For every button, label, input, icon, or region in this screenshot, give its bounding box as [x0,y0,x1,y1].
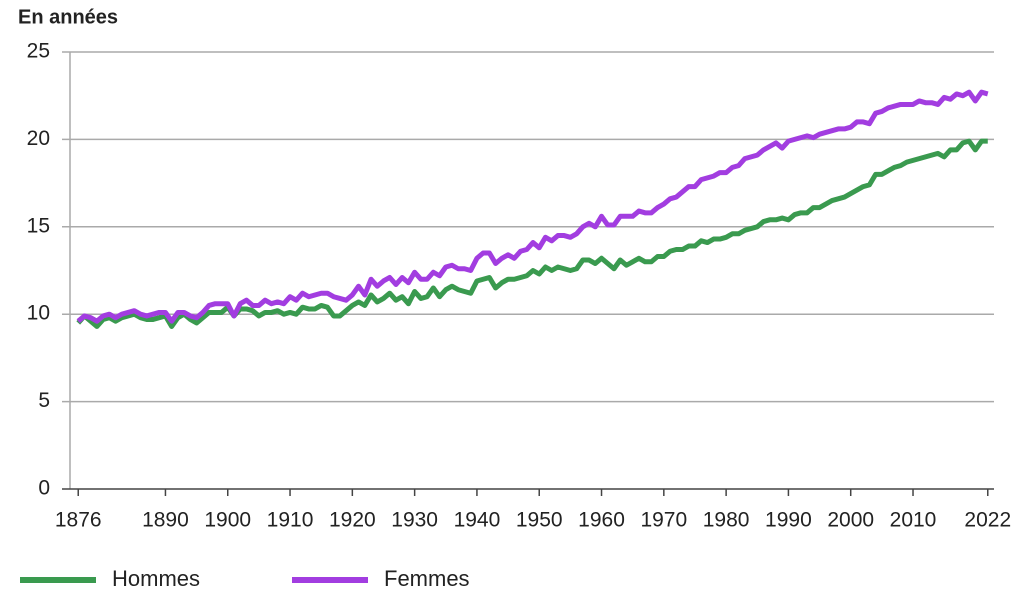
chart-title: En années [18,6,118,28]
x-tick-label: 1900 [204,509,251,532]
x-tick-label: 1890 [142,509,189,532]
x-tick-label: 1990 [765,509,812,532]
line-series [76,89,989,324]
x-tick-label: 1876 [55,509,102,532]
x-tick-label: 1920 [329,509,376,532]
y-tick-label: 20 [27,127,50,150]
y-tick-label: 10 [27,302,50,325]
y-tick-label: 5 [38,389,50,412]
y-tick-label: 0 [38,477,50,500]
x-tick-label: 1910 [267,509,314,532]
y-tick-label: 25 [27,40,50,63]
x-tick-label: 2010 [890,509,937,532]
y-tick-label: 15 [27,214,50,237]
x-tick-label: 2022 [964,509,1011,532]
x-tick-label: 1940 [454,509,501,532]
legend-label: Hommes [112,566,200,591]
line-series [76,138,988,329]
x-tick-label: 1960 [578,509,625,532]
legend-label: Femmes [384,566,470,591]
x-tick-label: 1970 [640,509,687,532]
x-tick-label: 1930 [391,509,438,532]
x-tick-label: 2000 [827,509,874,532]
x-tick-label: 1950 [516,509,563,532]
x-tick-label: 1980 [703,509,750,532]
